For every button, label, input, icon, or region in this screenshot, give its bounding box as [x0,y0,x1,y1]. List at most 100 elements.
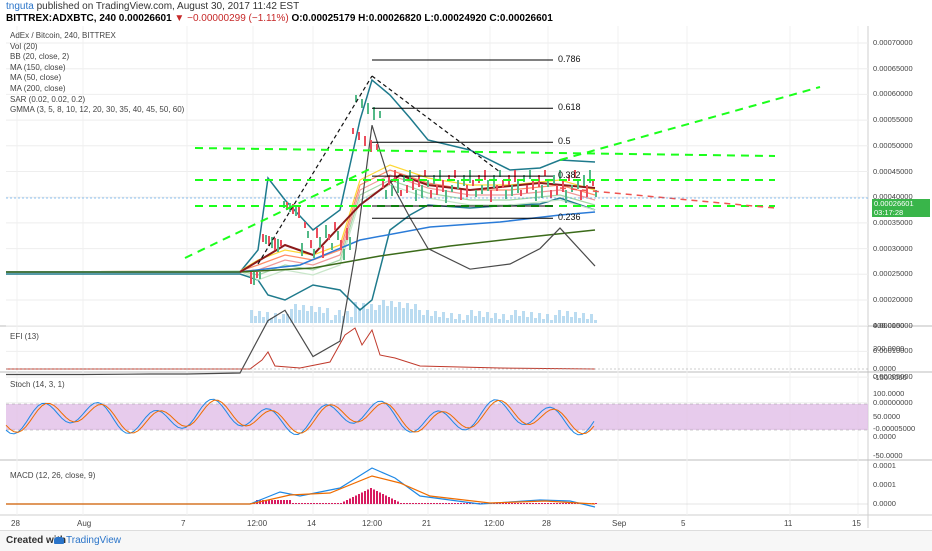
volume-bar [430,316,433,323]
macd-histogram-bar [556,503,558,504]
candle [313,249,315,258]
macd-histogram-bar [352,497,354,504]
volume-bar [354,302,357,323]
volume-bar [526,317,529,323]
candle [349,237,351,250]
candle [337,231,339,240]
volume-bar [558,310,561,323]
candle [409,170,411,179]
volume-bar [390,301,393,323]
candle [595,190,597,197]
macd-histogram-bar [529,503,531,504]
candle [505,190,507,199]
price-axis-label: 0.00010000 [873,346,913,356]
publish-line: tnguta published on TradingView.com, Aug… [6,1,299,13]
candle [421,185,423,198]
volume-bar [286,314,289,323]
author-link[interactable]: tnguta [6,1,34,12]
candle [547,180,549,187]
volume-bar [570,317,573,323]
macd-histogram-bar [388,497,390,504]
indicator-list: AdEx / Bitcoin, 240, BITTREX Vol (20) BB… [10,31,184,116]
macd-histogram-bar [574,503,576,504]
macd-histogram-bar [325,503,327,504]
candle [487,180,489,191]
volume-bar [302,305,305,323]
macd-histogram-bar [523,503,525,504]
pane-axis-label: 400.0000 [873,321,905,330]
volume-bar [482,317,485,323]
candle [259,272,261,279]
price-axis-label: 0.00035000 [873,217,913,227]
volume-bar [510,315,513,323]
legend-ma200: MA (200, close) [10,83,66,93]
legend-ma50: MA (50, close) [10,73,62,83]
time-axis-label: 14 [307,519,316,528]
macd-histogram-bar [331,503,333,504]
macd-histogram-bar [367,489,369,504]
candle [271,237,273,248]
volume-bar [522,311,525,323]
volume-bar [546,314,549,323]
candle [496,185,498,191]
stoch-d-line [5,399,595,435]
volume-bar [334,315,337,323]
macd-histogram-bar [565,503,567,504]
volume-bar [458,314,461,323]
fib-label: 0.382 [558,170,581,181]
candle [361,99,363,108]
time-axis-label: 12:00 [247,519,268,528]
macd-histogram-bar [376,491,378,504]
volume-bar [402,308,405,323]
volume-bar [514,310,517,323]
macd-histogram-bar [451,503,453,504]
volume-bar [566,311,569,323]
macd-histogram-bar [544,503,546,504]
volume-bar [438,317,441,323]
candle [580,190,582,200]
macd-histogram-bar [289,500,291,504]
macd-histogram-bar [304,503,306,504]
candle [343,249,345,260]
volume-bar [590,314,593,323]
volume-bar [538,313,541,323]
macd-histogram-bar [433,503,435,504]
fib-label: 0.236 [558,212,581,223]
volume-bar [574,312,577,323]
candle [370,140,372,152]
pane-axis-label: 50.0000 [873,412,901,421]
macd-histogram-bar [262,500,264,504]
candle [457,180,459,189]
volume-bar [346,311,349,323]
tradingview-link[interactable]: TradingView [66,535,122,546]
macd-histogram-bar [595,503,597,504]
chart-svg[interactable] [0,0,932,530]
macd-histogram-bar [568,503,570,504]
legend-sar: SAR (0.02, 0.02, 0.2) [10,94,86,104]
volume-bar [554,315,557,323]
time-axis-label: 21 [422,519,431,528]
chart-header: tnguta published on TradingView.com, Aug… [0,0,932,26]
macd-histogram-bar [274,500,276,504]
candle [382,180,384,188]
candle [556,185,558,195]
candle [559,170,561,181]
macd-histogram-bar [496,503,498,504]
legend-gmma: GMMA (3, 5, 8, 10, 12, 20, 30, 35, 40, 4… [10,105,185,115]
pane-axis-label: 0.0001 [873,461,896,470]
volume-bar [462,320,465,323]
candle [364,136,366,146]
macd-histogram-bar [343,501,345,504]
volume-bar [426,310,429,323]
candle [352,128,354,134]
candle [436,185,438,195]
volume-bar [446,318,449,323]
macd-histogram-bar [448,503,450,504]
candle [451,185,453,192]
volume-bar [294,304,297,323]
macd-histogram-bar [340,503,342,504]
created-with: Created with [6,535,67,546]
macd-histogram-bar [265,500,267,504]
candle [562,180,564,192]
price-axis-label: 0.00020000 [873,295,913,304]
